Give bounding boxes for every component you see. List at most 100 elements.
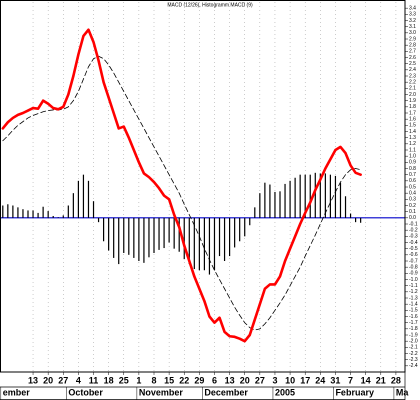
histogram-bar <box>279 191 281 218</box>
signal-line <box>2 55 362 331</box>
histogram-bar <box>133 217 135 258</box>
histogram-bar <box>355 217 357 223</box>
histogram-bar <box>42 206 44 218</box>
y-tick-label: 3.1 <box>409 24 416 30</box>
y-tick-label: -2.3 <box>409 357 418 363</box>
histogram-bar <box>27 210 29 218</box>
x-tick-label: 25 <box>119 375 129 385</box>
histogram-bar <box>244 217 246 237</box>
y-tick-label: 2.1 <box>409 86 416 92</box>
x-tick-label: 20 <box>240 375 250 385</box>
x-tick-label: 27 <box>255 375 265 385</box>
y-tick-label: -1.3 <box>409 295 418 301</box>
y-tick-label: -1.2 <box>409 289 418 295</box>
y-tick-label: 3.0 <box>409 30 416 36</box>
histogram-bar <box>223 217 226 261</box>
y-tick-label: -1.6 <box>409 314 418 320</box>
y-tick-label: 2.4 <box>409 67 416 73</box>
y-tick-label: 0.6 <box>409 178 416 184</box>
histogram-bar <box>314 172 316 218</box>
y-tick-label: -0.2 <box>409 227 418 233</box>
histogram-bar <box>309 174 311 218</box>
histogram-bar <box>87 180 90 218</box>
y-tick-label: -1.4 <box>409 301 418 307</box>
histogram-bar <box>173 217 175 249</box>
histogram-bar <box>12 205 14 218</box>
x-tick-label: 13 <box>225 375 235 385</box>
y-tick-label: 1.2 <box>409 141 416 147</box>
y-tick-label: -2.1 <box>409 345 418 351</box>
histogram-bar <box>344 196 347 218</box>
histogram-bar <box>193 217 195 270</box>
x-tick-label: 22 <box>179 375 189 385</box>
histogram-bar <box>118 217 120 265</box>
y-tick-label: 2.7 <box>409 49 416 55</box>
histogram-bar <box>92 201 95 218</box>
y-tick-label: 1.7 <box>409 110 416 116</box>
histogram-bar <box>2 205 4 218</box>
x-tick-label: 14 <box>361 375 371 385</box>
histogram-bar <box>274 191 276 218</box>
y-tick-label: 0.9 <box>409 160 416 166</box>
y-tick-label: -1.7 <box>409 320 418 326</box>
x-tick-label: 8 <box>151 375 156 385</box>
y-tick-label: -0.7 <box>409 258 418 264</box>
month-label: ember <box>3 387 31 397</box>
histogram-bar <box>67 205 69 218</box>
histogram-bar <box>299 174 301 218</box>
histogram-bar <box>360 217 362 223</box>
y-tick-label: 2.3 <box>409 73 416 79</box>
month-label: December <box>204 387 248 397</box>
histogram-bar <box>234 217 236 248</box>
histogram-bar <box>254 207 256 218</box>
x-tick-label: 10 <box>285 375 295 385</box>
x-tick-label: 6 <box>212 375 217 385</box>
month-label: February <box>335 387 374 397</box>
y-tick-label: 3.4 <box>409 5 416 11</box>
histogram-bar <box>32 210 34 218</box>
x-tick-label: 31 <box>330 375 340 385</box>
histogram-bar <box>108 217 110 251</box>
histogram-bar <box>158 217 160 250</box>
histogram-bar <box>329 174 331 218</box>
histogram-bar <box>138 217 140 261</box>
histogram-bar <box>319 173 321 218</box>
y-tick-label: -0.1 <box>409 221 418 227</box>
y-tick-label: 2.8 <box>409 42 416 48</box>
y-tick-label: 2.2 <box>409 79 416 85</box>
y-tick-label: 0.4 <box>409 190 416 196</box>
histogram-bar <box>203 217 205 271</box>
histogram-bar <box>284 183 286 218</box>
histogram-bar <box>7 204 9 218</box>
y-tick-label: -1.1 <box>409 283 418 289</box>
x-tick-label: 11 <box>89 375 99 385</box>
histogram-bar <box>229 217 231 257</box>
y-tick-label: 1.5 <box>409 123 416 129</box>
x-tick-label: 18 <box>104 375 114 385</box>
histogram-bar <box>62 215 64 218</box>
macd-line <box>1 28 362 343</box>
histogram-bar <box>72 193 74 218</box>
histogram-bar <box>198 217 200 271</box>
y-tick-label: 1.0 <box>409 153 416 159</box>
histogram-bar <box>47 211 49 218</box>
plot-frame <box>0 0 406 373</box>
y-tick-label: 2.5 <box>409 61 416 67</box>
x-tick-label: 21 <box>376 375 386 385</box>
histogram-bar <box>304 174 306 218</box>
month-label: 2005 <box>275 387 295 397</box>
y-tick-label: 1.9 <box>409 98 416 104</box>
y-tick-label: -0.8 <box>409 264 418 270</box>
x-tick-label: 3 <box>272 375 277 385</box>
histogram-bar <box>334 175 337 218</box>
histogram-bar <box>339 182 342 218</box>
histogram-bar <box>183 217 185 260</box>
histogram-bar <box>128 217 130 255</box>
x-tick-label: 7 <box>348 375 353 385</box>
y-tick-label: -0.9 <box>409 271 418 277</box>
histogram-bar <box>218 217 221 257</box>
y-tick-label: -1.9 <box>409 332 418 338</box>
histogram-bar <box>163 217 165 249</box>
histogram-bar <box>168 217 170 243</box>
x-tick-label: 13 <box>28 375 38 385</box>
